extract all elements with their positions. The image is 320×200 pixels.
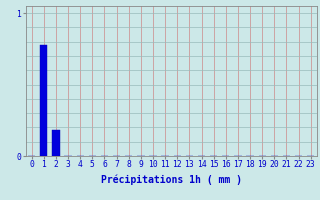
Bar [40, 45, 47, 156]
Bar [52, 130, 60, 156]
X-axis label: Précipitations 1h ( mm ): Précipitations 1h ( mm ) [101, 175, 242, 185]
